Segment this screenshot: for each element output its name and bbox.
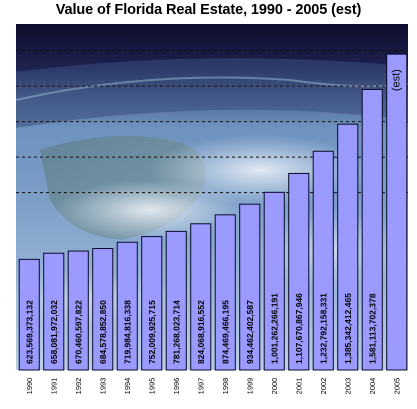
bar-2004 — [361, 88, 383, 371]
bar-value-label-2001: 1,107,670,867,946 — [294, 293, 304, 364]
x-tick-label-1997: 1997 — [196, 378, 205, 395]
bar-value-label-1990: 623,569,373,132 — [24, 300, 34, 364]
bar-1992 — [67, 250, 89, 371]
x-tick-label-2001: 2001 — [294, 378, 303, 395]
bar-1995 — [141, 236, 163, 371]
x-tick-label-1991: 1991 — [49, 378, 58, 395]
bar-value-label-1992: 670,460,597,822 — [73, 300, 83, 364]
bar-2003 — [337, 123, 359, 371]
bar-value-label-1995: 752,009,925,715 — [147, 300, 157, 364]
bars — [18, 53, 408, 371]
bar-2002 — [312, 150, 334, 371]
bar-value-label-1998: 874,469,466,195 — [220, 300, 230, 364]
bar-value-label-1997: 824,068,916,552 — [196, 300, 206, 364]
bar-1994 — [116, 241, 138, 371]
bar-value-label-1991: 658,081,972,032 — [49, 300, 59, 364]
bar-value-label-1999: 934,462,402,587 — [245, 300, 255, 364]
bar-1993 — [92, 248, 114, 371]
bar-value-labels: 623,569,373,132 658,081,972,032 670,460,59… — [24, 69, 403, 364]
x-tick-label-2004: 2004 — [368, 378, 377, 395]
x-tick-label-2005: 2005 — [392, 378, 401, 395]
x-tick-label-1992: 1992 — [74, 378, 83, 395]
x-tick-label-1993: 1993 — [98, 378, 107, 395]
x-tick-label-1994: 1994 — [123, 378, 132, 395]
x-tick-labels: 1990 1991 1992 1993 1994 1995 1996 1997 1998 1999… — [25, 378, 402, 395]
x-tick-label-1995: 1995 — [147, 378, 156, 395]
bar-value-label-1994: 719,984,816,338 — [122, 300, 132, 364]
bar-2005 — [386, 53, 408, 371]
x-tick-label-1998: 1998 — [221, 378, 230, 395]
chart-title: Value of Florida Real Estate, 1990 - 200… — [55, 2, 362, 18]
bar-2001 — [288, 172, 310, 371]
x-tick-label-2003: 2003 — [343, 378, 352, 395]
bar-value-label-2000: 1,001,262,266,191 — [269, 293, 279, 364]
x-tick-label-2002: 2002 — [319, 378, 328, 395]
bar-2000 — [263, 191, 285, 371]
bar-1990 — [18, 258, 40, 371]
x-tick-label-1999: 1999 — [245, 378, 254, 395]
x-tick-label-1996: 1996 — [172, 378, 181, 395]
bar-1991 — [43, 252, 65, 371]
bar-value-label-1996: 781,268,023,714 — [171, 300, 181, 364]
bar-value-label-2002: 1,232,792,158,331 — [318, 293, 328, 364]
bar-1997 — [190, 223, 212, 371]
bar-1999 — [239, 203, 261, 371]
bar-value-label-2004: 1,581,113,702,378 — [367, 293, 377, 364]
bar-1998 — [214, 214, 236, 371]
bar-value-label-2003: 1,385,342,412,465 — [343, 293, 353, 364]
bar-value-label-1993: 684,578,852,850 — [98, 300, 108, 364]
x-tick-label-1990: 1990 — [25, 378, 34, 395]
bar-value-label-2005: (est) — [391, 69, 403, 91]
x-tick-label-2000: 2000 — [270, 378, 279, 395]
bar-1996 — [165, 230, 187, 371]
